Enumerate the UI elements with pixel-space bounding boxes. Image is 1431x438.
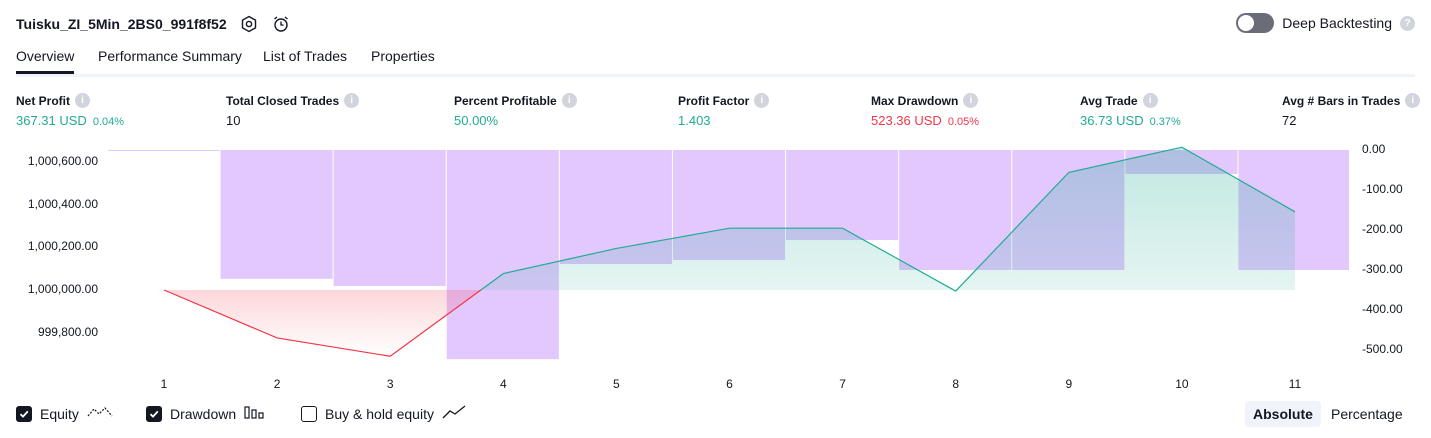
equity-line-icon [87,404,113,423]
info-icon[interactable]: i [75,93,90,108]
equity-loss-line [163,289,482,357]
metric-label: Avg Trade [1080,93,1138,108]
drawdown-checkbox[interactable] [146,405,162,422]
tab-overview[interactable]: Overview [16,48,75,74]
legend-equity[interactable]: Equity [16,404,113,423]
metric-avg-trade: Avg Trade i 36.73 USD 0.37% [1080,93,1181,128]
legend-drawdown[interactable]: Drawdown [146,404,266,423]
loss-area [164,290,481,357]
metric-label: Profit Factor [678,93,750,108]
metric-percent: 0.04% [92,116,125,128]
x-axis-tick: 2 [273,377,281,391]
buy-hold-line-icon [442,404,466,423]
x-axis-tick: 3 [386,377,394,391]
metric-label: Max Drawdown [871,93,959,108]
metric-value: 50.00% [454,113,499,128]
x-axis-tick: 4 [499,377,507,391]
metric-percent: 0.05% [947,116,980,128]
right-axis-tick: -400.00 [1362,302,1403,316]
x-axis-tick: 9 [1065,377,1073,391]
left-axis-tick: 1,000,600.00 [27,154,98,169]
help-icon[interactable]: ? [1400,15,1415,31]
x-axis-tick: 11 [1288,377,1302,391]
metric-label: Total Closed Trades [226,93,340,108]
left-axis-tick: 1,000,000.00 [27,282,98,296]
strategy-header: Tuisku_ZI_5Min_2BS0_991f8f52 [16,12,291,36]
legend-label: Buy & hold equity [325,405,434,422]
drawdown-bar [333,150,446,286]
left-axis-tick: 1,000,400.00 [27,196,98,211]
x-axis-tick: 10 [1175,377,1189,391]
info-icon[interactable]: i [1142,93,1158,108]
tab-bar: Overview Performance Summary List of Tra… [16,44,1415,77]
metric-avg-bars: Avg # Bars in Trades i 72 [1282,93,1421,128]
metric-profit-factor: Profit Factor i 1.403 [678,93,770,128]
metric-net-profit: Net Profit i 367.31 USD 0.04% [16,93,124,128]
drawdown-bar [220,150,333,279]
info-icon[interactable]: i [963,93,979,108]
metric-value: 10 [226,113,241,128]
drawdown-bars-icon [244,404,266,423]
strategy-title: Tuisku_ZI_5Min_2BS0_991f8f52 [16,16,227,32]
drawdown-bar [108,150,220,151]
metric-max-drawdown: Max Drawdown i 523.36 USD 0.05% [871,93,979,128]
metric-value: 72 [1282,113,1297,128]
left-axis-tick: 1,000,200.00 [27,239,98,254]
deep-backtesting: Deep Backtesting ? [1236,13,1415,33]
drawdown-bar [786,150,899,240]
deep-backtesting-toggle[interactable] [1236,13,1275,33]
info-icon[interactable]: i [754,93,770,108]
settings-icon[interactable] [239,14,259,34]
deep-backtesting-label: Deep Backtesting [1282,15,1392,31]
equity-drawdown-chart[interactable] [0,0,1431,400]
left-axis-tick: 999,800.00 [37,324,98,339]
tab-list-of-trades[interactable]: List of Trades [263,48,348,64]
metric-label: Percent Profitable [454,93,557,108]
alarm-clock-icon[interactable] [271,14,291,34]
x-axis-tick: 6 [726,377,733,391]
right-axis-tick: -100.00 [1362,182,1403,196]
metric-percent-profitable: Percent Profitable i 50.00% [454,93,577,128]
legend-label: Drawdown [170,405,237,422]
metric-label: Net Profit [16,93,70,108]
metric-value: 1.403 [678,113,711,128]
legend-label: Equity [40,405,79,422]
metric-percent: 0.37% [1149,116,1181,128]
tab-properties[interactable]: Properties [371,48,435,64]
toggle-knob [1238,15,1255,31]
absolute-mode-button[interactable]: Absolute [1245,401,1321,427]
metric-total-closed-trades: Total Closed Trades i 10 [226,93,360,128]
right-axis-tick: -500.00 [1362,342,1403,356]
drawdown-bar [899,150,1012,270]
right-axis-tick: 0.00 [1362,142,1386,156]
info-icon[interactable]: i [561,93,577,108]
info-icon[interactable]: i [344,93,360,108]
metric-label: Avg # Bars in Trades [1282,93,1401,108]
percentage-mode-button[interactable]: Percentage [1331,406,1403,422]
right-axis-tick: -200.00 [1362,222,1403,236]
x-axis-tick: 7 [839,377,846,391]
metric-value: 36.73 USD [1080,113,1144,128]
metric-value: 367.31 USD [16,113,87,128]
x-axis-tick: 8 [952,377,960,391]
right-axis-tick: -300.00 [1362,262,1403,276]
drawdown-bar [446,150,559,360]
x-axis-tick: 1 [160,377,168,391]
info-icon[interactable]: i [1405,93,1421,108]
equity-line [480,146,1296,292]
buy-hold-checkbox[interactable] [301,405,317,422]
metric-value: 523.36 USD [871,113,942,128]
profit-area [480,147,1296,292]
x-axis-tick: 5 [613,377,620,391]
equity-checkbox[interactable] [16,405,32,422]
tab-performance-summary[interactable]: Performance Summary [98,48,242,64]
legend-buy-hold[interactable]: Buy & hold equity [301,404,466,423]
